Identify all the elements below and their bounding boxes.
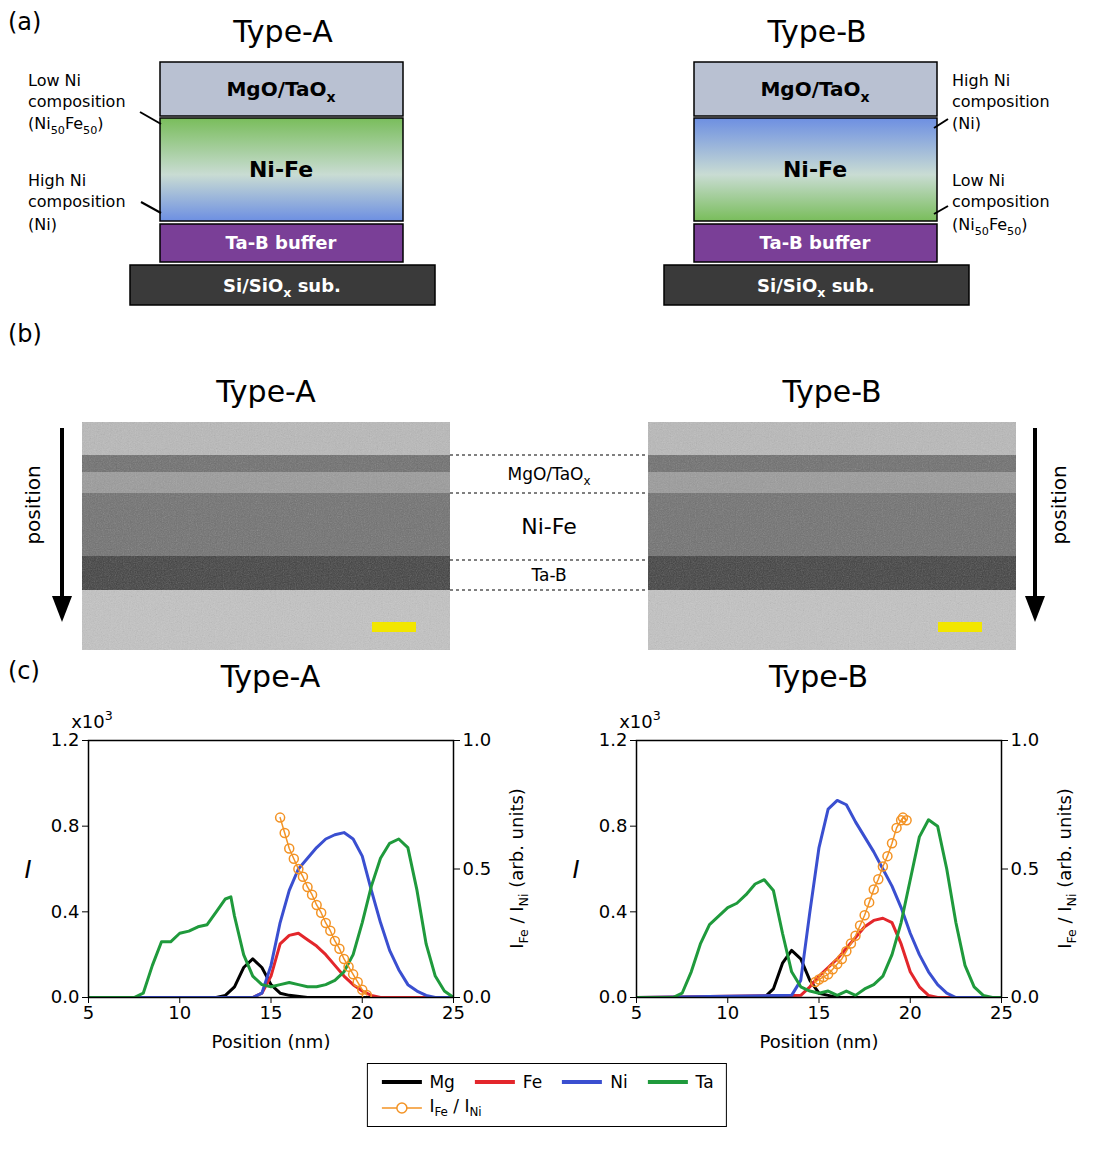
svg-text:0.8: 0.8 — [599, 815, 628, 836]
svg-text:20: 20 — [351, 1002, 374, 1023]
svg-text:0.4: 0.4 — [51, 901, 80, 922]
svg-text:MgO/TaOx: MgO/TaOx — [760, 77, 869, 105]
svg-text:1.0: 1.0 — [1011, 729, 1040, 750]
svg-text:25: 25 — [442, 1002, 465, 1024]
svg-text:Type-A: Type-A — [232, 14, 333, 49]
svg-text:0.5: 0.5 — [1011, 858, 1040, 879]
svg-text:composition: composition — [28, 192, 126, 211]
svg-text:Ta-B buffer: Ta-B buffer — [226, 232, 337, 253]
svg-text:composition: composition — [952, 92, 1050, 111]
html-text:Ta: Ta — [695, 1072, 714, 1092]
html-text:(c): (c) — [8, 657, 40, 685]
svg-text:Low Ni: Low Ni — [28, 71, 81, 90]
svg-text:MgO/TaOx: MgO/TaOx — [508, 464, 591, 488]
svg-text:Type-B: Type-B — [781, 374, 881, 409]
svg-text:5: 5 — [83, 1002, 94, 1023]
svg-text:10: 10 — [716, 1002, 739, 1023]
svg-text:composition: composition — [28, 92, 126, 111]
svg-text:1.0: 1.0 — [463, 729, 492, 750]
html-text:Mg: Mg — [429, 1072, 455, 1092]
svg-text:Position (nm): Position (nm) — [760, 1031, 879, 1052]
svg-text:10: 10 — [168, 1002, 191, 1023]
svg-text:20: 20 — [899, 1002, 922, 1023]
svg-text:Ta-B: Ta-B — [530, 565, 566, 585]
svg-text:High Ni: High Ni — [952, 71, 1010, 90]
svg-text:composition: composition — [952, 192, 1050, 211]
html-text:Fe: Fe — [522, 1072, 543, 1092]
svg-text:(Ni50Fe50): (Ni50Fe50) — [952, 215, 1028, 238]
svg-text:0.0: 0.0 — [1011, 986, 1040, 1007]
svg-text:Ni-Fe: Ni-Fe — [783, 157, 847, 182]
html-text:Ni: Ni — [610, 1072, 628, 1092]
svg-text:5: 5 — [631, 1002, 642, 1023]
svg-text:(Ni): (Ni) — [28, 215, 57, 234]
svg-text:MgO/TaOx: MgO/TaOx — [226, 77, 335, 105]
svg-text:15: 15 — [808, 1002, 831, 1023]
svg-text:15: 15 — [260, 1002, 283, 1023]
html-text:IFe/ INi: IFe/ INi — [429, 1096, 482, 1120]
svg-text:Low Ni: Low Ni — [952, 171, 1005, 190]
svg-text:(Ni50Fe50): (Ni50Fe50) — [28, 114, 104, 137]
svg-text:x103: x103 — [619, 708, 661, 732]
html-text:Type-A: Type-A — [220, 659, 321, 694]
svg-text:Position (nm): Position (nm) — [212, 1031, 331, 1052]
svg-text:IFe / INi (arb. units): IFe / INi (arb. units) — [506, 788, 531, 949]
svg-text:Type-A: Type-A — [215, 374, 316, 409]
svg-text:1.2: 1.2 — [51, 729, 80, 750]
svg-text:1.2: 1.2 — [599, 729, 628, 750]
svg-text:0.8: 0.8 — [51, 815, 80, 836]
svg-text:Ta-B buffer: Ta-B buffer — [760, 232, 871, 253]
svg-text:Ni-Fe: Ni-Fe — [249, 157, 313, 182]
svg-text:Ni-Fe: Ni-Fe — [521, 514, 577, 539]
svg-text:High Ni: High Ni — [28, 171, 86, 190]
svg-text:0.5: 0.5 — [463, 858, 492, 879]
svg-text:0.4: 0.4 — [599, 901, 628, 922]
svg-text:25: 25 — [990, 1002, 1013, 1024]
svg-text:0.0: 0.0 — [51, 986, 80, 1007]
svg-text:position: position — [21, 465, 45, 544]
svg-text:0.0: 0.0 — [599, 986, 628, 1007]
svg-text:IFe / INi (arb. units): IFe / INi (arb. units) — [1054, 788, 1079, 949]
svg-text:position: position — [1047, 465, 1071, 544]
svg-text:Type-B: Type-B — [766, 14, 866, 49]
svg-text:(b): (b) — [8, 320, 42, 348]
svg-text:x103: x103 — [71, 708, 113, 732]
svg-text:Si/SiOx sub.: Si/SiOx sub. — [223, 275, 341, 300]
svg-text:I: I — [572, 856, 579, 884]
svg-text:Si/SiOx sub.: Si/SiOx sub. — [757, 275, 875, 300]
svg-text:(Ni): (Ni) — [952, 114, 981, 133]
html-text:Type-B: Type-B — [768, 659, 869, 694]
svg-text:(a): (a) — [8, 8, 41, 36]
svg-text:0.0: 0.0 — [463, 986, 492, 1007]
svg-text:I: I — [24, 856, 31, 884]
